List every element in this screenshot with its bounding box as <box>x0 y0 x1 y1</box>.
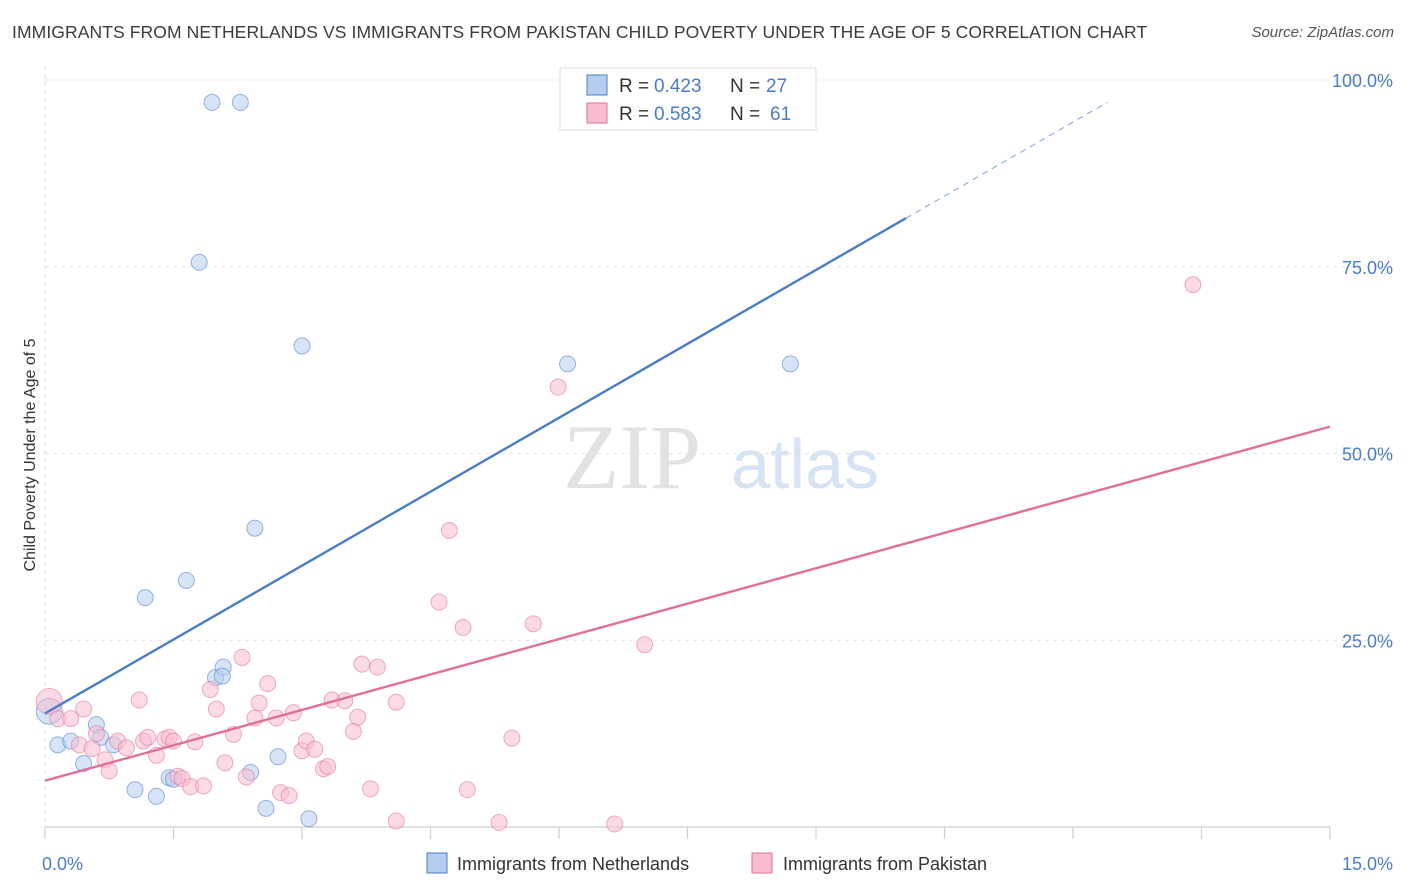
legend-r-value-netherlands: 0.423 <box>654 76 702 97</box>
trend-line-extension-netherlands <box>905 101 1108 219</box>
legend-r-label-netherlands: R = <box>619 76 649 97</box>
point-pakistan-54 <box>490 814 508 832</box>
point-netherlands-3 <box>75 755 93 773</box>
bottom-legend-label-netherlands: Immigrants from Netherlands <box>457 854 689 874</box>
point-netherlands-7 <box>126 781 144 799</box>
legend-n-label-pakistan: N = <box>730 104 760 125</box>
x-tick-label-min: 0.0% <box>42 854 83 874</box>
point-netherlands-23 <box>293 337 311 355</box>
y-tick-label-25: 25.0% <box>1342 631 1393 651</box>
point-pakistan-60 <box>1184 276 1202 294</box>
point-pakistan-40 <box>319 757 337 775</box>
point-pakistan-59 <box>636 636 654 654</box>
point-netherlands-21 <box>269 748 287 766</box>
point-pakistan-27 <box>233 648 251 666</box>
point-pakistan-53 <box>458 781 476 799</box>
point-pakistan-47 <box>368 658 386 676</box>
point-pakistan-56 <box>524 615 542 633</box>
point-pakistan-5 <box>83 740 101 758</box>
point-pakistan-24 <box>207 700 225 718</box>
point-netherlands-13 <box>190 253 208 271</box>
point-netherlands-25 <box>781 355 799 373</box>
top-legend: R = 0.423 N = 27 R = 0.583 N = 61 <box>559 67 817 131</box>
tick-labels: 25.0% 50.0% 75.0% 100.0% 0.0% 15.0% <box>42 71 1393 874</box>
point-pakistan-51 <box>440 521 458 539</box>
legend-n-label-netherlands: N = <box>730 76 760 97</box>
trend-lines <box>44 101 1331 782</box>
point-pakistan-38 <box>306 740 324 758</box>
point-pakistan-58 <box>606 815 624 833</box>
chart-title: IMMIGRANTS FROM NETHERLANDS VS IMMIGRANT… <box>12 22 1148 42</box>
point-pakistan-23 <box>201 681 219 699</box>
point-netherlands-20 <box>257 799 275 817</box>
point-netherlands-19 <box>246 519 264 537</box>
trend-line-pakistan <box>44 425 1331 782</box>
point-pakistan-22 <box>194 777 212 795</box>
trend-line-netherlands <box>44 217 907 715</box>
y-tick-label-75: 75.0% <box>1342 258 1393 278</box>
point-pakistan-11 <box>130 691 148 709</box>
point-netherlands-8 <box>136 589 154 607</box>
legend-n-value-pakistan: 61 <box>770 104 791 125</box>
y-axis-label: Child Poverty Under the Age of 5 <box>22 338 39 571</box>
bottom-legend-swatch-pakistan <box>751 852 773 874</box>
point-netherlands-26 <box>213 667 231 685</box>
point-netherlands-22 <box>300 810 318 828</box>
legend-r-label-pakistan: R = <box>619 104 649 125</box>
point-pakistan-4 <box>75 700 93 718</box>
point-pakistan-46 <box>362 780 380 798</box>
legend-swatch-netherlands <box>586 74 608 96</box>
point-pakistan-52 <box>454 619 472 637</box>
point-netherlands-14 <box>203 93 221 111</box>
bottom-legend: Immigrants from Netherlands Immigrants f… <box>426 852 987 874</box>
point-pakistan-48 <box>387 812 405 830</box>
bottom-legend-label-pakistan: Immigrants from Pakistan <box>783 854 987 874</box>
point-netherlands-12 <box>177 571 195 589</box>
point-pakistan-31 <box>259 675 277 693</box>
watermark-atlas: atlas <box>731 425 879 503</box>
point-pakistan-28 <box>237 768 255 786</box>
point-netherlands-17 <box>231 93 249 111</box>
y-tick-label-50: 50.0% <box>1342 445 1393 465</box>
point-pakistan-50 <box>430 593 448 611</box>
point-pakistan-2 <box>62 710 80 728</box>
point-pakistan-57 <box>549 378 567 396</box>
legend-swatch-pakistan <box>586 102 608 124</box>
x-tick-label-max: 15.0% <box>1342 854 1393 874</box>
point-pakistan-6 <box>87 725 105 743</box>
point-pakistan-10 <box>117 739 135 757</box>
point-pakistan-13 <box>139 728 157 746</box>
point-pakistan-49 <box>387 693 405 711</box>
point-pakistan-25 <box>216 754 234 772</box>
point-pakistan-34 <box>280 787 298 805</box>
point-pakistan-43 <box>344 722 362 740</box>
point-pakistan-30 <box>250 694 268 712</box>
point-pakistan-45 <box>353 655 371 673</box>
point-pakistan-44 <box>349 708 367 726</box>
legend-r-value-pakistan: 0.583 <box>654 104 702 125</box>
watermark-zip: ZIP <box>563 406 701 508</box>
point-pakistan-55 <box>503 729 521 747</box>
source-label: Source: ZipAtlas.com <box>1251 24 1394 41</box>
point-netherlands-24 <box>559 355 577 373</box>
point-netherlands-9 <box>147 787 165 805</box>
y-tick-label-100: 100.0% <box>1332 71 1393 91</box>
grid-lines <box>45 79 1390 641</box>
bottom-legend-swatch-netherlands <box>426 852 448 874</box>
legend-n-value-netherlands: 27 <box>766 76 787 97</box>
